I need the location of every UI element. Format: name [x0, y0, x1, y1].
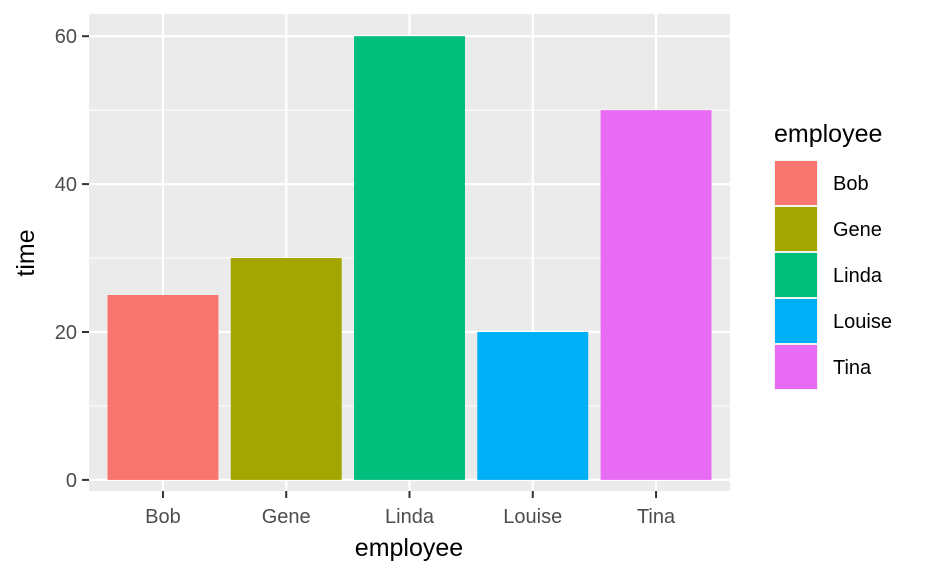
x-tick-label: Linda — [385, 506, 435, 528]
legend-swatch-bob — [775, 161, 817, 205]
bar-tina — [600, 110, 712, 480]
y-axis-title: time — [12, 229, 40, 276]
y-tick-label: 40 — [55, 174, 77, 196]
x-axis: Bob Gene Linda Louise Tina — [145, 491, 676, 528]
x-tick-label: Louise — [503, 506, 562, 528]
bar-gene — [230, 258, 342, 480]
x-tick-label: Tina — [637, 506, 676, 528]
x-tick-label: Gene — [262, 506, 311, 528]
legend-label: Gene — [833, 219, 882, 241]
bar-bob — [107, 295, 219, 480]
legend-label: Linda — [833, 265, 883, 287]
x-axis-title: employee — [355, 534, 463, 562]
legend-label: Tina — [833, 357, 872, 379]
legend: employee Bob Gene Linda Louise Tina — [774, 120, 892, 390]
legend-label: Louise — [833, 311, 892, 333]
legend-label: Bob — [833, 173, 869, 195]
legend-swatch-linda — [775, 253, 817, 297]
bars — [107, 36, 712, 480]
legend-swatch-tina — [775, 345, 817, 389]
bar-linda — [354, 36, 465, 480]
legend-swatch-louise — [775, 299, 817, 343]
legend-title: employee — [774, 120, 882, 148]
y-tick-label: 20 — [55, 322, 77, 344]
bar-louise — [477, 332, 589, 480]
y-axis: 0 20 40 60 — [55, 26, 89, 492]
y-tick-label: 0 — [66, 470, 77, 492]
x-tick-label: Bob — [145, 506, 181, 528]
legend-swatch-gene — [775, 207, 817, 251]
y-tick-label: 60 — [55, 26, 77, 48]
